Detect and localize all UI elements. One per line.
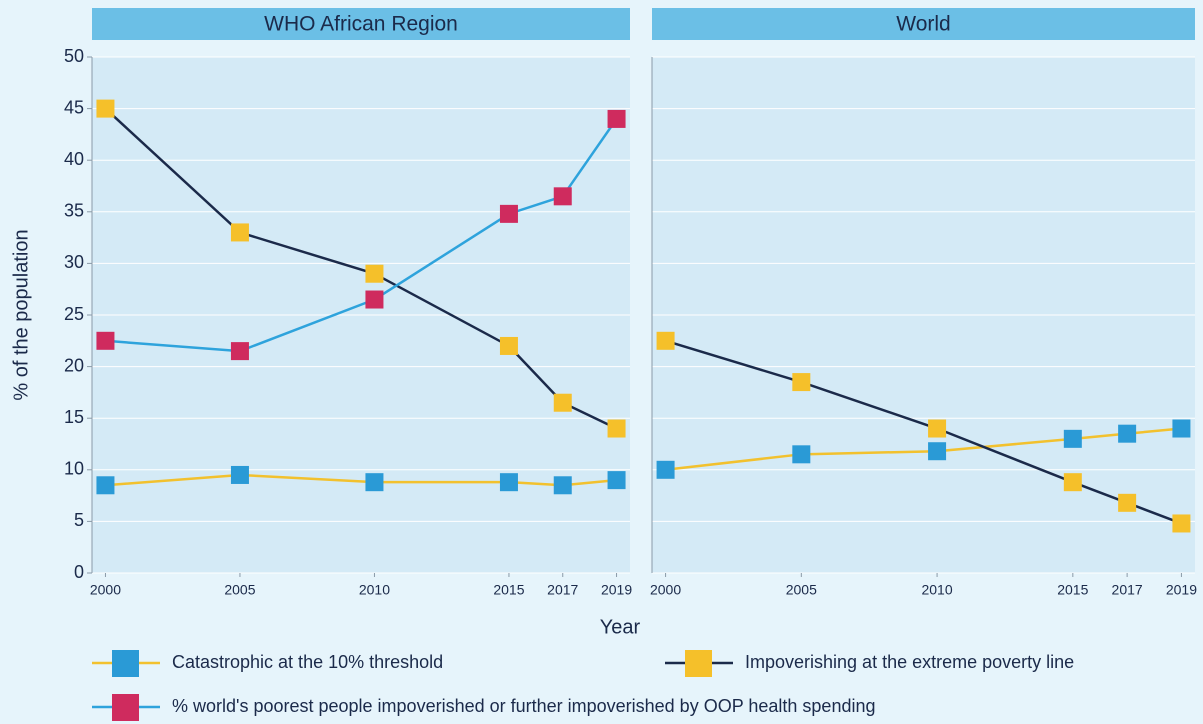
x-tick-label: 2000: [90, 582, 121, 598]
series-line: [665, 339, 1182, 525]
legend-label: % world's poorest people impoverished or…: [172, 696, 876, 716]
x-tick-label: 2010: [359, 582, 390, 598]
x-tick-label: 2005: [786, 582, 817, 598]
panel-title: WHO African Region: [264, 13, 458, 36]
x-tick-label: 2010: [921, 582, 952, 598]
x-tick-label: 2005: [224, 582, 255, 598]
marker: [230, 223, 249, 242]
x-tick-label: 2015: [493, 582, 524, 598]
y-tick-label: 5: [74, 510, 84, 530]
marker: [1118, 424, 1137, 443]
y-tick-label: 45: [64, 97, 84, 117]
marker: [656, 460, 675, 479]
marker: [553, 187, 572, 206]
marker: [499, 336, 518, 355]
x-tick-label: 2017: [547, 582, 578, 598]
marker: [96, 99, 115, 118]
y-tick-label: 10: [64, 459, 84, 479]
panel-title: World: [896, 13, 950, 36]
x-tick-label: 2015: [1057, 582, 1088, 598]
y-tick-label: 40: [64, 149, 84, 169]
x-tick-label: 2017: [1112, 582, 1143, 598]
marker: [1063, 429, 1082, 448]
marker: [230, 465, 249, 484]
marker: [1172, 514, 1191, 533]
legend-marker: [685, 650, 712, 677]
marker: [607, 419, 626, 438]
marker: [96, 476, 115, 495]
legend-label: Catastrophic at the 10% threshold: [172, 652, 443, 672]
marker: [607, 109, 626, 128]
y-tick-label: 15: [64, 407, 84, 427]
series-line: [105, 118, 618, 353]
marker: [365, 290, 384, 309]
y-tick-label: 30: [64, 252, 84, 272]
y-axis-label: % of the population: [10, 229, 32, 400]
marker: [792, 373, 811, 392]
x-tick-label: 2000: [650, 582, 681, 598]
x-tick-label: 2019: [1166, 582, 1197, 598]
y-tick-label: 25: [64, 304, 84, 324]
legend-marker: [112, 650, 139, 677]
marker: [230, 342, 249, 361]
marker: [553, 393, 572, 412]
y-tick-label: 20: [64, 355, 84, 375]
marker: [928, 419, 947, 438]
legend-marker: [112, 694, 139, 721]
marker: [928, 442, 947, 461]
legend-label: Impoverishing at the extreme poverty lin…: [745, 652, 1074, 672]
y-tick-label: 50: [64, 46, 84, 66]
marker: [607, 471, 626, 490]
marker: [1063, 473, 1082, 492]
y-tick-label: 35: [64, 201, 84, 221]
marker: [792, 445, 811, 464]
marker: [1118, 493, 1137, 512]
y-tick-label: 0: [74, 562, 84, 582]
marker: [553, 476, 572, 495]
panel-header: [92, 8, 630, 40]
marker: [499, 473, 518, 492]
marker: [365, 473, 384, 492]
marker: [656, 331, 675, 350]
panel-header: [652, 8, 1195, 40]
marker: [1172, 419, 1191, 438]
series-line: [665, 427, 1182, 472]
marker: [365, 264, 384, 283]
marker: [96, 331, 115, 350]
marker: [499, 204, 518, 223]
x-axis-label: Year: [600, 616, 641, 638]
x-tick-label: 2019: [601, 582, 632, 598]
